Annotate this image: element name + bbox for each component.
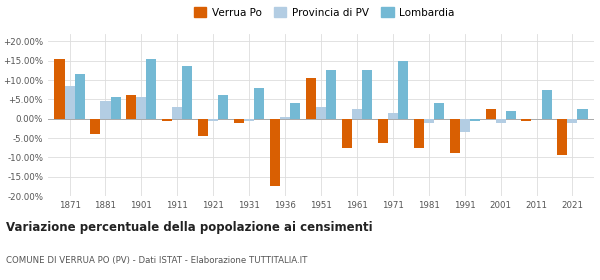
Bar: [100, 101, 110, 119]
Bar: [398, 61, 408, 119]
Bar: [110, 97, 121, 119]
Bar: [506, 111, 515, 119]
Bar: [218, 95, 229, 119]
Bar: [136, 97, 146, 119]
Bar: [378, 119, 388, 143]
Bar: [198, 119, 208, 136]
Bar: [306, 78, 316, 119]
Bar: [557, 119, 568, 155]
Bar: [290, 103, 300, 119]
Bar: [352, 109, 362, 119]
Bar: [55, 59, 65, 119]
Bar: [434, 103, 444, 119]
Bar: [127, 95, 136, 119]
Bar: [460, 119, 470, 132]
Bar: [485, 109, 496, 119]
Bar: [424, 119, 434, 123]
Bar: [326, 70, 336, 119]
Bar: [542, 90, 551, 119]
Bar: [208, 119, 218, 121]
Bar: [568, 119, 577, 123]
Bar: [388, 113, 398, 119]
Bar: [244, 119, 254, 121]
Bar: [413, 119, 424, 148]
Bar: [162, 119, 172, 121]
Bar: [316, 107, 326, 119]
Bar: [342, 119, 352, 148]
Bar: [577, 109, 587, 119]
Bar: [521, 119, 532, 121]
Bar: [496, 119, 506, 123]
Bar: [91, 119, 100, 134]
Bar: [74, 74, 85, 119]
Bar: [270, 119, 280, 186]
Bar: [234, 119, 244, 123]
Bar: [470, 119, 480, 121]
Bar: [449, 119, 460, 153]
Bar: [362, 70, 372, 119]
Bar: [280, 117, 290, 119]
Bar: [182, 66, 193, 119]
Text: Variazione percentuale della popolazione ai censimenti: Variazione percentuale della popolazione…: [6, 221, 373, 234]
Text: COMUNE DI VERRUA PO (PV) - Dati ISTAT - Elaborazione TUTTITALIA.IT: COMUNE DI VERRUA PO (PV) - Dati ISTAT - …: [6, 256, 307, 265]
Legend: Verrua Po, Provincia di PV, Lombardia: Verrua Po, Provincia di PV, Lombardia: [192, 5, 456, 20]
Bar: [254, 88, 264, 119]
Bar: [65, 86, 74, 119]
Bar: [146, 59, 157, 119]
Bar: [172, 107, 182, 119]
